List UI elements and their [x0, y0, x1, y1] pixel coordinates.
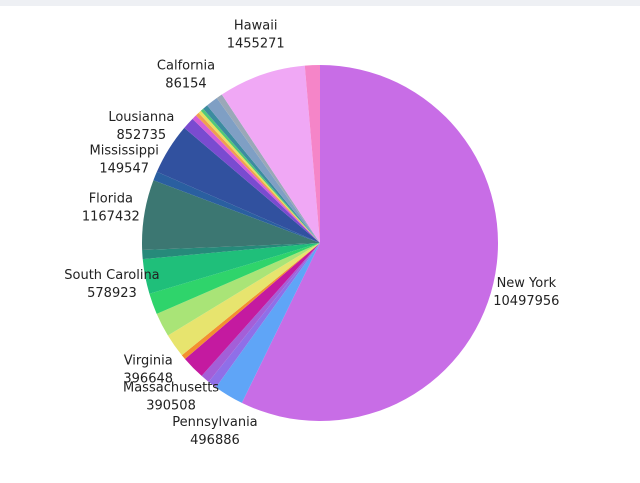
pie-slice: [203, 105, 320, 243]
slice-label: Lousianna: [108, 110, 174, 125]
slice-value: 390508: [146, 399, 196, 414]
slice-value: 1167432: [82, 209, 140, 224]
slice-label: Massachusetts: [123, 381, 219, 396]
pie-slice: [198, 110, 320, 244]
slice-label: Virginia: [124, 353, 173, 368]
slice-value: 396648: [123, 371, 173, 386]
pie-slice: [200, 108, 320, 244]
slice-label: Hawaii: [234, 19, 278, 34]
pie-slice: [201, 243, 320, 382]
pie-slice: [142, 243, 320, 294]
top-strip: [0, 0, 640, 6]
slice-value: 86154: [165, 76, 206, 91]
slice-value: 10497956: [493, 294, 559, 309]
pie-slice: [142, 180, 320, 251]
pie-slice: [167, 243, 320, 356]
pie-slice: [221, 65, 320, 243]
pie-slice: [241, 65, 499, 421]
pie-slice: [156, 127, 320, 243]
pie-slice: [192, 115, 320, 243]
slice-value: 852735: [117, 128, 167, 143]
pie-slice: [156, 243, 320, 336]
pie-slice: [149, 243, 320, 314]
slice-value: 578923: [87, 286, 137, 301]
pie-slice: [153, 171, 320, 243]
slice-label: Florida: [89, 191, 133, 206]
slice-label: Pennsylvania: [172, 415, 257, 430]
slice-value: 1455271: [227, 37, 285, 52]
pie-slice: [195, 112, 320, 244]
pie-slice: [208, 243, 320, 388]
slice-label: Calfornia: [157, 58, 215, 73]
pie: [142, 65, 499, 421]
slice-label: Mississippi: [90, 144, 159, 159]
slice-label: South Carolina: [64, 268, 159, 283]
slice-value: 149547: [99, 162, 149, 177]
pie-slice: [216, 94, 320, 243]
labels: New York 10497956 Pennsylvania 496886 Massac…: [64, 19, 559, 449]
pie-slice: [142, 243, 320, 260]
slice-value: 496886: [190, 433, 240, 448]
pie-slice: [184, 118, 320, 243]
slice-label: New York: [497, 276, 557, 291]
pie-slice: [215, 243, 320, 403]
pie-slice: [207, 97, 320, 243]
pie-slice: [181, 243, 320, 359]
pie-slice: [184, 243, 320, 376]
pie-slice: [304, 65, 320, 243]
